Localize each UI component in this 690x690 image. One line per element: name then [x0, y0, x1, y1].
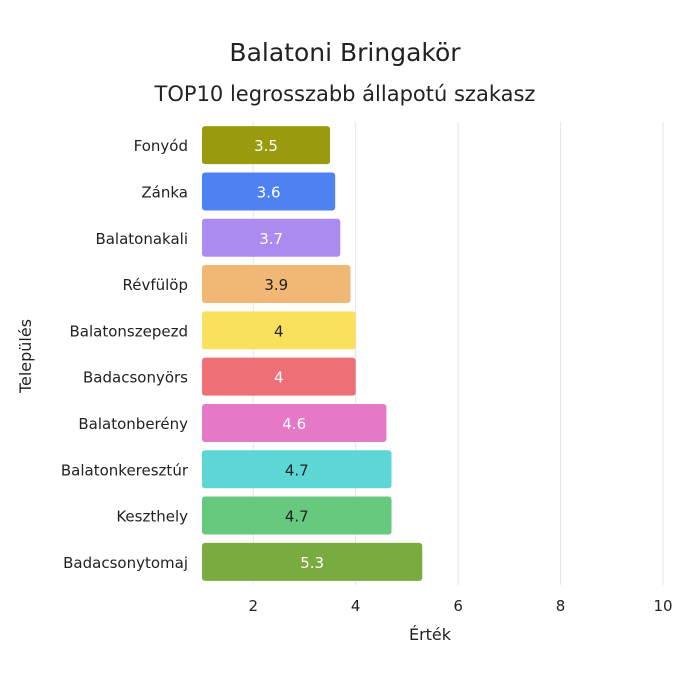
y-tick-label: Fonyód — [134, 137, 188, 155]
x-tick-label: 6 — [453, 597, 463, 615]
bar-value-label: 3.9 — [264, 276, 288, 294]
bar — [202, 126, 331, 165]
bar — [202, 496, 392, 535]
bar-value-label: 4.7 — [285, 508, 309, 526]
bar-value-label: 4 — [274, 369, 284, 387]
bar — [202, 542, 423, 581]
x-tick-label: 4 — [351, 597, 361, 615]
bar-value-label: 4.7 — [285, 461, 309, 479]
bar — [202, 218, 341, 257]
bar — [202, 450, 392, 489]
y-tick-label: Badacsonytomaj — [63, 554, 188, 572]
x-tick-label: 8 — [556, 597, 566, 615]
y-tick-label: Balatonszepezd — [70, 322, 188, 340]
bar-value-label: 3.7 — [259, 230, 283, 248]
bar — [202, 311, 356, 350]
y-tick-label: Keszthely — [116, 508, 188, 526]
bar — [202, 357, 356, 396]
y-tick-label: Balatonakali — [95, 230, 188, 248]
y-tick-label: Balatonkeresztúr — [61, 461, 189, 479]
y-tick-label: Badacsonyörs — [83, 369, 188, 387]
y-axis-label: Település — [16, 319, 35, 394]
bar-value-label: 3.5 — [254, 137, 278, 155]
bar-value-label: 3.6 — [257, 183, 281, 201]
bar-value-label: 4 — [274, 322, 284, 340]
bar — [202, 403, 387, 442]
bar-value-label: 5.3 — [300, 554, 324, 572]
bar — [202, 172, 336, 211]
bar — [202, 265, 351, 304]
x-tick-label: 2 — [248, 597, 258, 615]
y-tick-label: Balatonberény — [78, 415, 188, 433]
x-tick-label: 10 — [653, 597, 672, 615]
x-axis-label: Érték — [409, 625, 452, 644]
y-tick-label: Révfülöp — [122, 276, 188, 294]
chart-title: Balatoni Bringakör — [229, 38, 461, 67]
y-tick-label: Zánka — [141, 183, 188, 201]
chart-subtitle: TOP10 legrosszabb állapotú szakasz — [154, 82, 536, 106]
bar-value-label: 4.6 — [282, 415, 306, 433]
